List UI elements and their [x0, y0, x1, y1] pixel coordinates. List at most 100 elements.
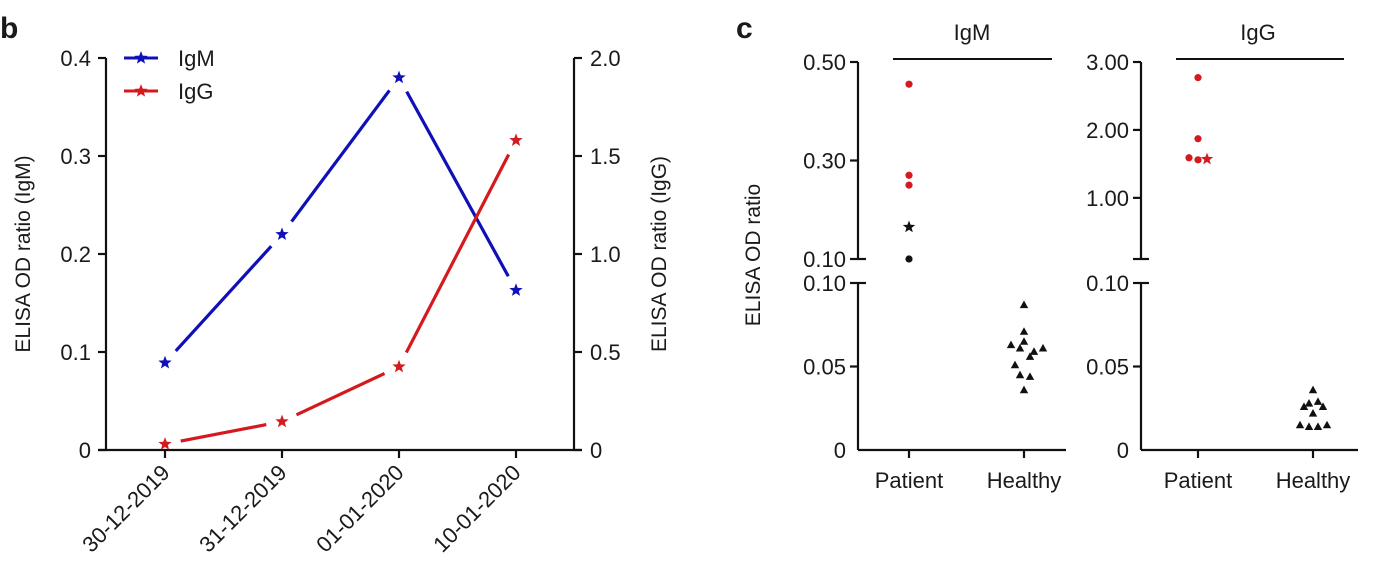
- subplot-igg: IgG 1.00 2.00 3.00 0 0.05 0.10 Patient Healthy: [1086, 20, 1358, 493]
- series-igm: [158, 70, 523, 369]
- data-point-star: [509, 283, 523, 296]
- panel-label-c: c: [736, 12, 753, 45]
- healthy-point-triangle: [1304, 422, 1314, 430]
- upper-y-tick-label: 3.00: [1086, 50, 1129, 75]
- right-y-axis-title: ELISA OD ratio (IgG): [648, 156, 671, 352]
- series-line-segment: [404, 153, 511, 354]
- healthy-point-triangle: [1308, 385, 1318, 394]
- healthy-point-triangle: [1304, 399, 1314, 407]
- series-group: [158, 70, 523, 450]
- patient-point-star: [1200, 152, 1214, 165]
- legend-item-igg: IgG: [124, 79, 213, 104]
- right-y-tick-label: 0: [590, 438, 602, 463]
- x-tick-label-healthy: Healthy: [987, 468, 1062, 493]
- right-y-ticks: 0 0.5 1.0 1.5 2.0: [574, 46, 621, 463]
- upper-y-tick-label: 0.10: [803, 247, 846, 272]
- healthy-point-triangle: [1025, 372, 1035, 380]
- healthy-point-triangle: [1025, 352, 1035, 360]
- patient-point: [905, 255, 913, 263]
- healthy-point-triangle: [1019, 337, 1029, 345]
- upper-y-tick-label: 1.00: [1086, 186, 1129, 211]
- data-point-star: [275, 227, 289, 241]
- panel-label-b: b: [0, 12, 18, 45]
- lower-y-tick-label: 0.10: [1086, 271, 1129, 296]
- healthy-point-triangle: [1019, 385, 1029, 394]
- data-point-star: [158, 355, 172, 369]
- data-point-star: [158, 437, 172, 450]
- healthy-point-triangle: [1313, 397, 1323, 405]
- legend-item-igm: IgM: [124, 46, 215, 71]
- upper-y-tick-label: 0.30: [803, 149, 846, 174]
- healthy-point-triangle: [1299, 402, 1309, 410]
- healthy-point-triangle: [1015, 370, 1025, 379]
- healthy-point-triangle: [1019, 327, 1029, 335]
- left-y-tick-label: 0.2: [60, 242, 91, 267]
- c-y-axis-title: ELISA OD ratio: [742, 184, 765, 326]
- panel-b-line-chart: 0 0.1 0.2 0.3 0.4 0 0.5 1.0 1.5 2.0 30-12-2019 31…: [12, 46, 671, 557]
- healthy-point-triangle: [1029, 347, 1039, 355]
- healthy-point-triangle: [1019, 300, 1029, 309]
- series-line-segment: [295, 372, 386, 417]
- series-line-segment: [290, 89, 391, 223]
- healthy-point-triangle: [1038, 343, 1048, 352]
- patient-point: [1194, 156, 1202, 164]
- healthy-point-triangle: [1308, 409, 1318, 417]
- patient-point: [905, 181, 913, 189]
- x-ticks: 30-12-2019 31-12-2019 01-01-2020 10-01-2020: [77, 450, 526, 557]
- lower-y-tick-label: 0.10: [803, 271, 846, 296]
- right-y-tick-label: 2.0: [590, 46, 621, 71]
- series-line-segment: [174, 245, 273, 353]
- legend-star-icon-igg: [134, 84, 148, 97]
- patient-point: [1194, 74, 1202, 82]
- upper-y-tick-label: 0.50: [803, 50, 846, 75]
- lower-y-tick-label: 0: [834, 438, 846, 463]
- patient-point: [1194, 135, 1202, 143]
- x-tick-label: 30-12-2019: [77, 460, 174, 557]
- right-y-tick-label: 0.5: [590, 340, 621, 365]
- x-tick-label-patient: Patient: [875, 468, 944, 493]
- right-y-tick-label: 1.5: [590, 144, 621, 169]
- lower-y-tick-label: 0: [1117, 438, 1129, 463]
- x-tick-label-healthy: Healthy: [1276, 468, 1351, 493]
- healthy-point-triangle: [1322, 420, 1332, 429]
- lower-y-tick-label: 0.05: [1086, 355, 1129, 380]
- lower-y-tick-label: 0.05: [803, 355, 846, 380]
- series-igg: [158, 133, 523, 450]
- healthy-point-triangle: [1318, 402, 1328, 410]
- upper-y-tick-label: 2.00: [1086, 118, 1129, 143]
- patient-point: [905, 171, 913, 179]
- healthy-point-triangle: [1010, 360, 1020, 369]
- subplot-igm: IgM 0.10 0.30 0.50 0 0.05 0.10 Patient Healthy: [803, 20, 1066, 493]
- x-tick-label: 01-01-2020: [311, 460, 408, 557]
- series-line-segment: [405, 90, 510, 278]
- healthy-point-triangle: [1295, 420, 1305, 429]
- patient-point: [905, 80, 913, 88]
- legend: IgM IgG: [124, 46, 215, 104]
- patient-point: [1185, 154, 1193, 162]
- legend-label-igg: IgG: [178, 79, 213, 104]
- right-y-tick-label: 1.0: [590, 242, 621, 267]
- x-tick-label: 10-01-2020: [428, 460, 525, 557]
- left-y-axis-title: ELISA OD ratio (IgM): [12, 155, 35, 352]
- left-y-tick-label: 0.4: [60, 46, 91, 71]
- left-y-tick-label: 0.3: [60, 144, 91, 169]
- data-point-star: [509, 133, 523, 146]
- subplot-title: IgM: [954, 20, 991, 45]
- x-tick-label: 31-12-2019: [194, 460, 291, 557]
- data-point-star: [392, 359, 406, 373]
- subplot-title: IgG: [1240, 20, 1275, 45]
- patient-point-star: [902, 220, 916, 233]
- x-tick-label-patient: Patient: [1164, 468, 1233, 493]
- legend-star-icon-igm: [134, 51, 148, 64]
- data-point-star: [392, 70, 406, 84]
- legend-label-igm: IgM: [178, 46, 215, 71]
- healthy-point-triangle: [1015, 343, 1025, 352]
- data-point-star: [275, 414, 289, 428]
- panel-c-scatter: ELISA OD ratio IgM 0.10 0.30 0.50 0 0.05 0.10 P…: [742, 20, 1358, 493]
- healthy-point-triangle: [1006, 340, 1016, 349]
- series-line-segment: [180, 423, 267, 443]
- healthy-point-triangle: [1313, 422, 1323, 430]
- left-y-tick-label: 0.1: [60, 340, 91, 365]
- left-y-ticks: 0 0.1 0.2 0.3 0.4: [60, 46, 106, 463]
